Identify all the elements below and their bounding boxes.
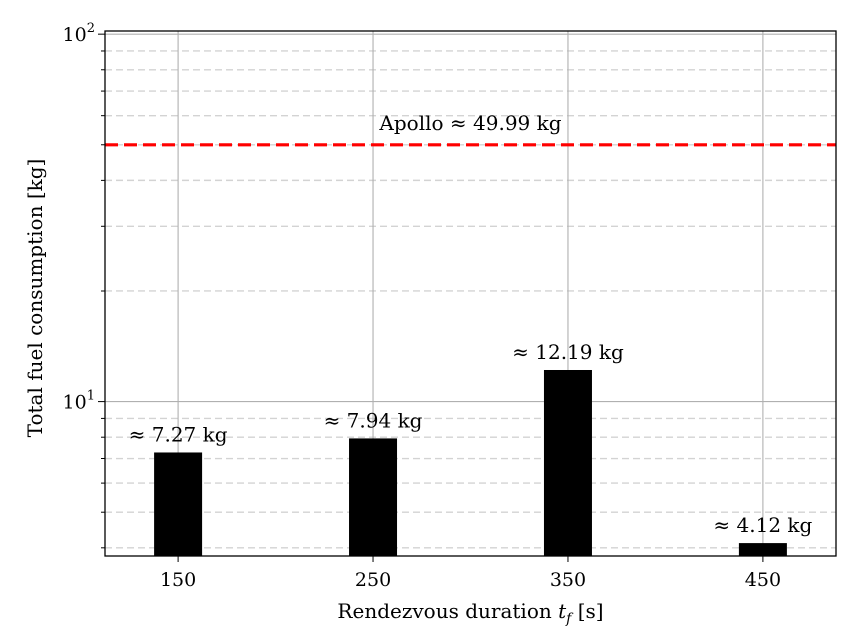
x-axis-title-unit: [s] [571, 599, 603, 623]
bar [349, 438, 398, 556]
y-tick-label: 102 [63, 21, 95, 46]
bars [154, 369, 787, 556]
reference-line-label: Apollo ≈ 49.99 kg [378, 111, 561, 135]
x-axis-title-var: t [558, 599, 567, 623]
bar [738, 543, 787, 556]
bar-data-label: ≈ 4.12 kg [713, 513, 812, 537]
x-tick-label: 250 [355, 569, 391, 591]
bar [154, 452, 203, 556]
bar-data-label: ≈ 12.19 kg [512, 340, 624, 364]
y-axis-title: Total fuel consumption [kg] [23, 159, 47, 438]
plot-frame [104, 30, 837, 557]
axis-ticks: 101 102 150 250 350 450 [63, 21, 782, 591]
bar-data-label: ≈ 7.94 kg [324, 408, 423, 432]
x-axis-title-sub: f [565, 611, 574, 627]
x-axis-title: Rendezvous duration tf [s] [337, 599, 603, 627]
bar-data-label: ≈ 7.27 kg [129, 422, 228, 446]
x-tick-label: 150 [160, 569, 196, 591]
bar [543, 369, 592, 556]
data-labels: ≈ 7.27 kg ≈ 7.94 kg ≈ 12.19 kg ≈ 4.12 kg [129, 340, 813, 537]
y-tick-label: 101 [63, 389, 95, 414]
grid-lines [105, 31, 836, 556]
x-axis-title-main: Rendezvous duration [337, 599, 558, 623]
x-tick-label: 450 [745, 569, 781, 591]
x-tick-label: 350 [550, 569, 586, 591]
